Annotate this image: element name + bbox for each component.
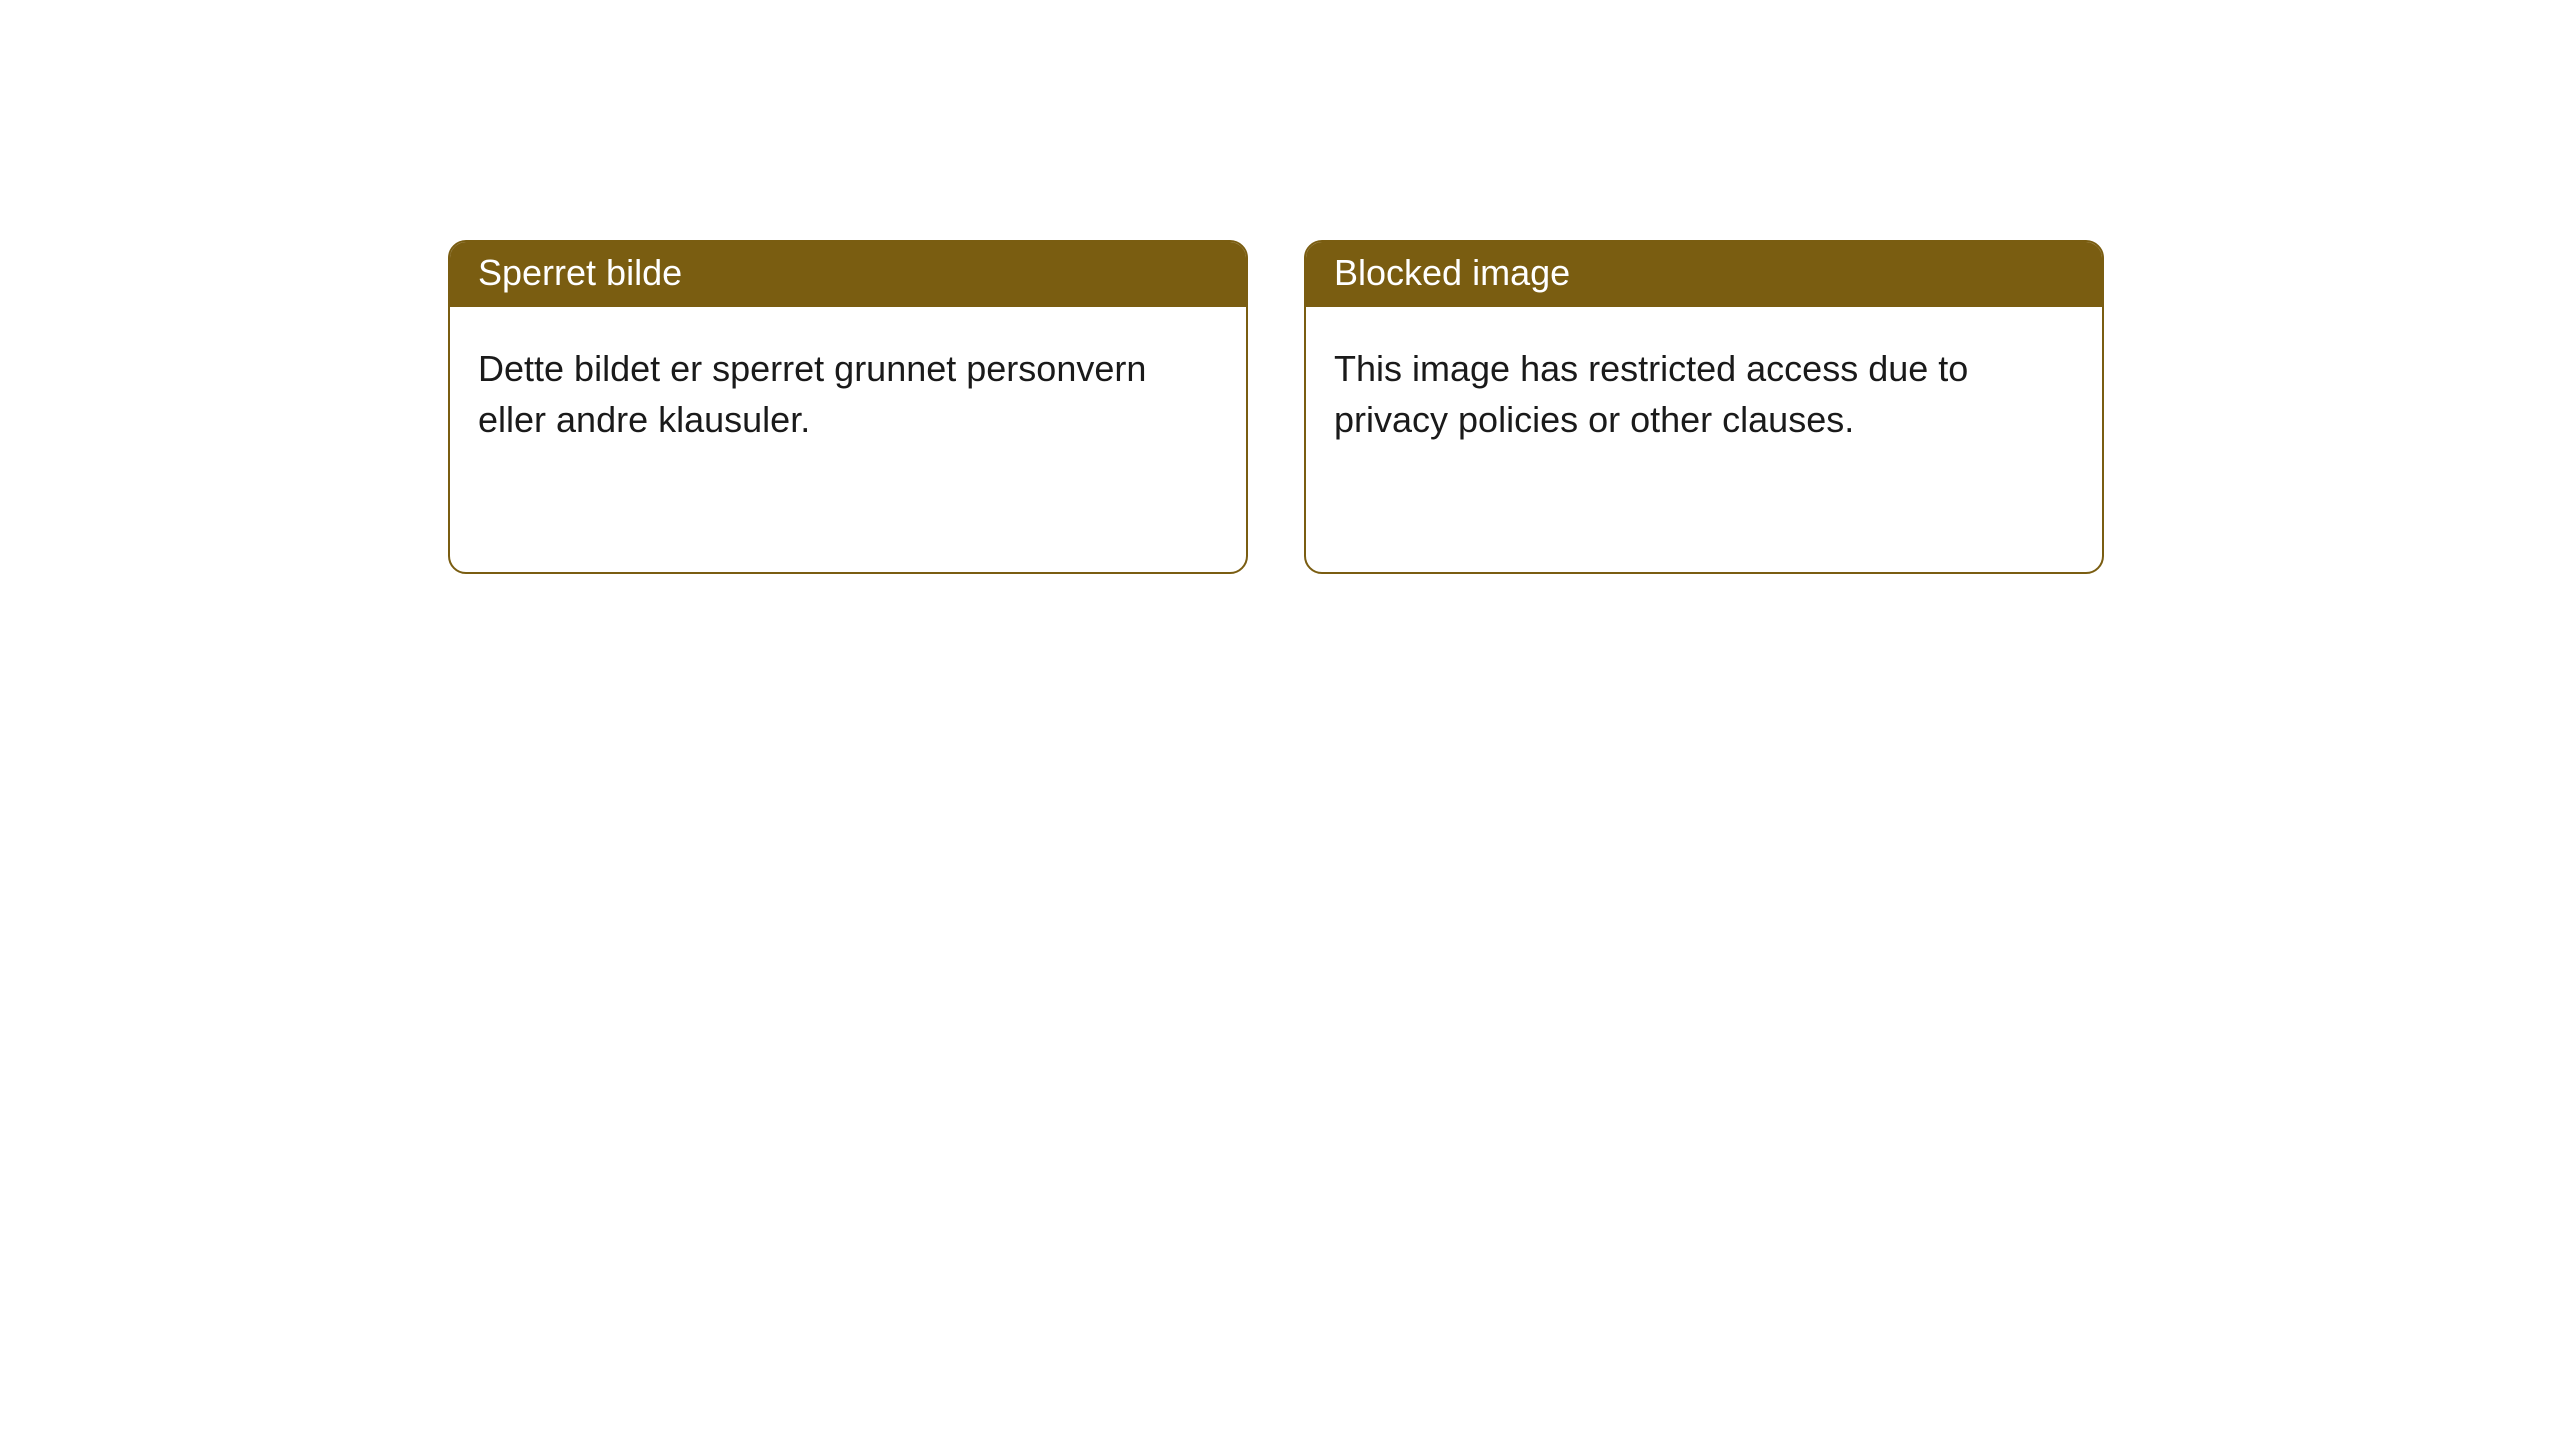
card-title: Blocked image: [1334, 252, 1570, 293]
card-body: Dette bildet er sperret grunnet personve…: [450, 307, 1246, 481]
cards-container: Sperret bilde Dette bildet er sperret gr…: [0, 0, 2560, 574]
blocked-image-card-no: Sperret bilde Dette bildet er sperret gr…: [448, 240, 1248, 574]
blocked-image-card-en: Blocked image This image has restricted …: [1304, 240, 2104, 574]
card-header: Sperret bilde: [450, 242, 1246, 307]
card-body-text: Dette bildet er sperret grunnet personve…: [478, 348, 1146, 440]
card-body-text: This image has restricted access due to …: [1334, 348, 1968, 440]
card-header: Blocked image: [1306, 242, 2102, 307]
card-body: This image has restricted access due to …: [1306, 307, 2102, 481]
card-title: Sperret bilde: [478, 252, 682, 293]
